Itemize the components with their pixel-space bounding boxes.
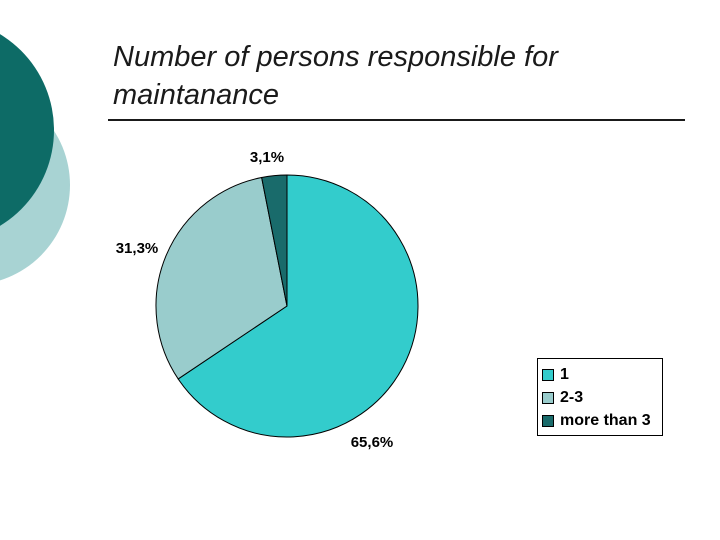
- pie-slice-1: [177, 174, 419, 438]
- pie-slice-2: [155, 176, 288, 380]
- legend-item: 2-3: [542, 386, 662, 409]
- legend-swatch: [542, 391, 554, 404]
- decorative-dark-circle: [0, 34, 54, 226]
- slice-data-label: 31,3%: [116, 240, 159, 257]
- legend-item: 1: [542, 363, 662, 386]
- legend-swatch: [542, 368, 554, 381]
- slice-data-label: 65,6%: [351, 434, 394, 451]
- slide-title: Number of persons responsible for mainta…: [113, 41, 558, 111]
- legend-label: more than 3: [560, 411, 651, 429]
- legend-label: 1: [560, 365, 569, 383]
- legend-label: 2-3: [560, 388, 584, 406]
- legend-swatch: [542, 414, 554, 427]
- title-rule: [108, 119, 685, 121]
- slice-data-label: 3,1%: [250, 149, 284, 166]
- pie-slice-3: [261, 174, 288, 307]
- legend-item: more than 3: [542, 409, 662, 432]
- chart-legend: 1 2-3 more than 3: [537, 358, 663, 436]
